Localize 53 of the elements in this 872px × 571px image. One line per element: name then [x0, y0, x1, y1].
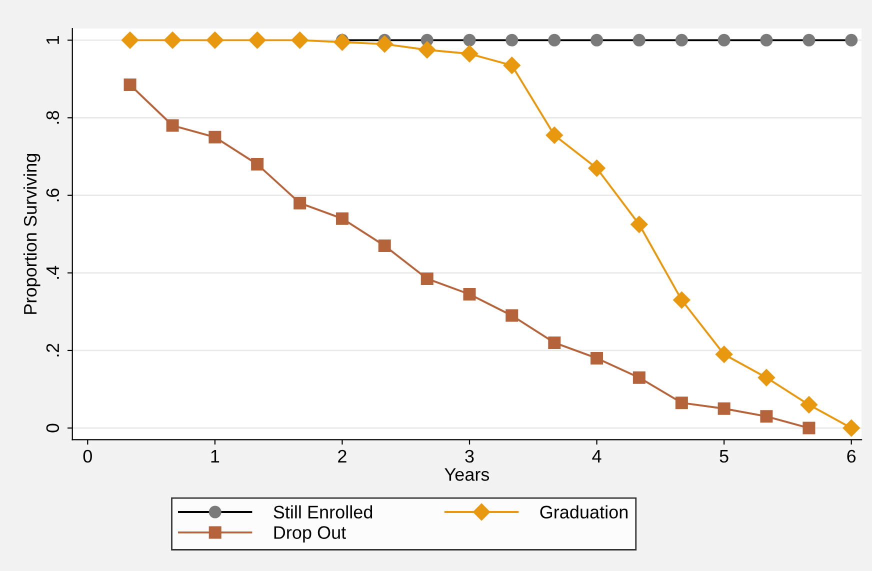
- point: [124, 78, 136, 92]
- point: [294, 196, 306, 210]
- point: [503, 56, 520, 74]
- point: [460, 45, 478, 62]
- point: [675, 396, 688, 410]
- point: [248, 32, 266, 49]
- point: [632, 371, 646, 384]
- legend-label: Drop Out: [274, 526, 346, 543]
- y-tick-label: .2: [46, 344, 59, 356]
- x-tick-label: 0: [83, 450, 92, 463]
- x-tick-label: 4: [592, 450, 602, 462]
- y-tick-label: .6: [46, 188, 60, 202]
- point: [842, 419, 860, 437]
- x-tick-label: 2: [338, 450, 346, 462]
- point: [548, 336, 561, 349]
- y-axis-title: Proportion Surviving: [23, 154, 40, 314]
- point: [418, 41, 436, 58]
- x-tick-label: 3: [465, 450, 474, 463]
- x-axis-title: Years: [444, 468, 490, 481]
- point: [121, 32, 139, 49]
- point: [630, 216, 648, 233]
- point: [420, 272, 434, 285]
- point: [164, 32, 182, 49]
- point: [208, 130, 222, 144]
- y-tick-label: .4: [46, 266, 59, 279]
- legend-label: Graduation: [540, 505, 628, 519]
- y-tick-label: 1: [46, 36, 59, 44]
- point: [206, 32, 224, 49]
- point: [716, 346, 733, 363]
- point: [251, 158, 264, 171]
- point: [376, 36, 394, 53]
- point: [802, 422, 816, 434]
- point: [378, 239, 391, 252]
- point: [590, 352, 604, 364]
- point: [546, 126, 563, 144]
- point: [588, 160, 606, 177]
- point: [718, 402, 730, 415]
- point: [800, 396, 818, 414]
- point: [291, 32, 308, 49]
- point: [463, 288, 476, 300]
- y-tick-label: .8: [46, 111, 60, 124]
- legend-label: Still Enrolled: [274, 505, 372, 519]
- x-tick-label: 5: [720, 450, 728, 463]
- point: [673, 291, 690, 309]
- y-tick-label: 0: [46, 424, 60, 432]
- point: [506, 309, 518, 322]
- point: [336, 212, 348, 225]
- point: [334, 34, 351, 51]
- x-tick-label: 6: [847, 450, 856, 463]
- x-tick-label: 1: [211, 450, 220, 462]
- point: [166, 119, 179, 132]
- point: [760, 410, 773, 423]
- point: [758, 369, 776, 386]
